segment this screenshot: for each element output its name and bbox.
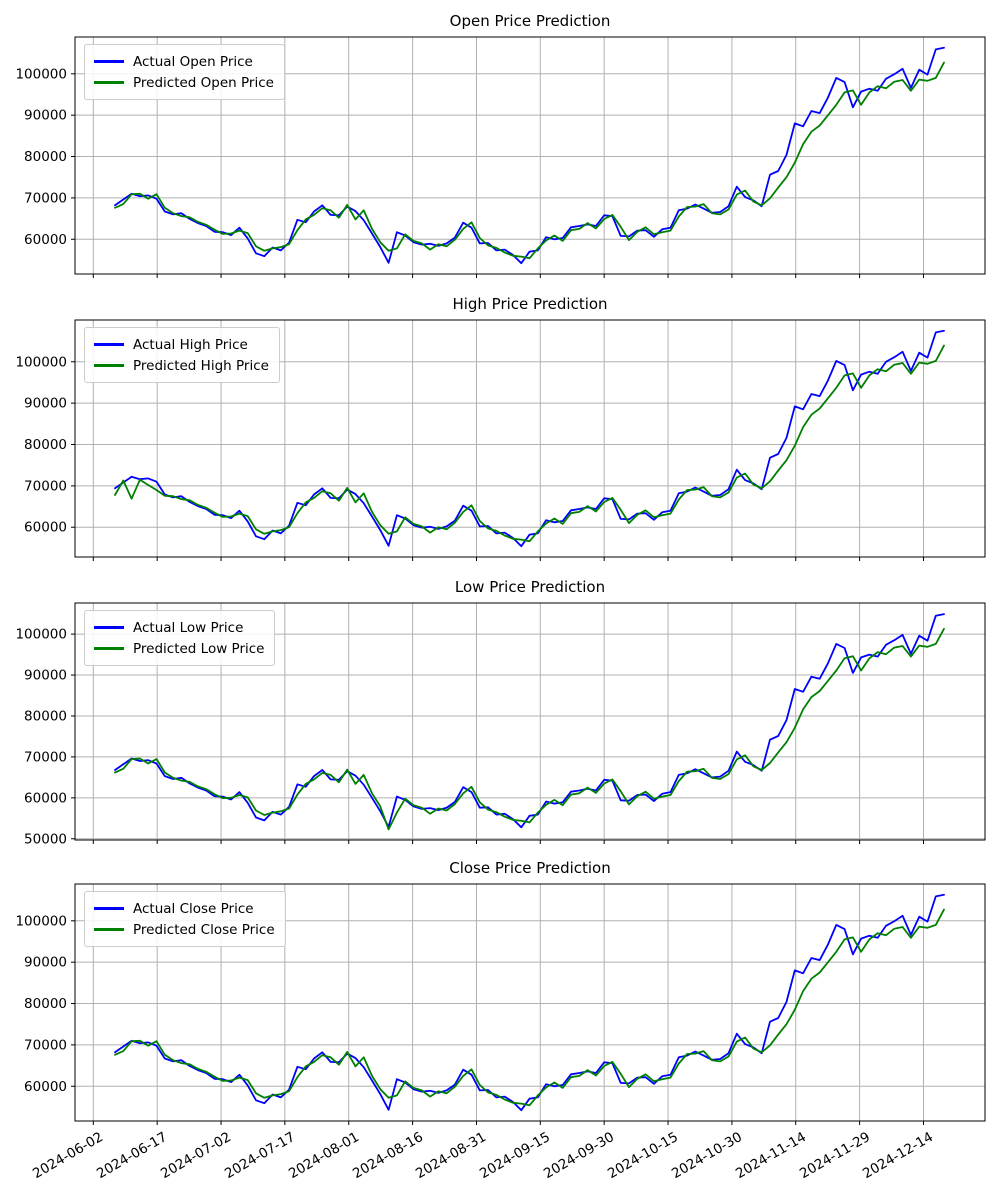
y-tick-label: 90000	[24, 108, 67, 124]
actual-line-swatch	[94, 907, 124, 910]
y-tick-label: 80000	[24, 708, 67, 724]
legend-entry: Actual Close Price	[94, 898, 275, 919]
legend-label: Predicted High Price	[133, 357, 269, 374]
y-tick-label: 60000	[24, 1079, 67, 1095]
y-tick-label: 70000	[24, 749, 67, 765]
legend-high: Actual High Price Predicted High Price	[84, 327, 280, 383]
predicted-line-swatch	[94, 364, 124, 367]
axes-frame	[74, 36, 986, 275]
legend-label: Predicted Open Price	[133, 74, 274, 91]
subplot-1: 60000 70000 80000 90000 100000	[15, 319, 986, 561]
legend-open: Actual Open Price Predicted Open Price	[84, 44, 285, 100]
legend-low: Actual Low Price Predicted Low Price	[84, 610, 276, 666]
y-tick-label: 70000	[24, 1037, 67, 1053]
y-tick-label: 70000	[24, 190, 67, 206]
legend-close: Actual Close Price Predicted Close Price	[84, 891, 286, 947]
y-tick-label: 100000	[15, 627, 67, 643]
y-tick-label: 80000	[24, 996, 67, 1012]
predicted-line-0	[114, 61, 945, 260]
subplot-title-close: Close Price Prediction	[449, 859, 611, 877]
legend-label: Predicted Low Price	[133, 640, 265, 657]
legend-entry: Predicted High Price	[94, 355, 269, 376]
legend-label: Actual Low Price	[133, 619, 244, 636]
y-tick-label: 60000	[24, 790, 67, 806]
axes-frame	[74, 319, 986, 558]
legend-entry: Predicted Open Price	[94, 72, 274, 93]
y-tick-label: 100000	[15, 354, 67, 370]
predicted-line-1	[114, 344, 945, 543]
axes-frame	[74, 602, 986, 841]
predicted-line-3	[114, 908, 945, 1107]
legend-label: Actual Open Price	[133, 53, 253, 70]
y-tick-label: 60000	[24, 520, 67, 536]
predicted-line-2	[114, 627, 945, 831]
subplot-title-low: Low Price Prediction	[454, 578, 606, 596]
legend-entry: Predicted Close Price	[94, 919, 275, 940]
predicted-line-swatch	[94, 81, 124, 84]
subplot-title-open: Open Price Prediction	[449, 12, 611, 30]
actual-line-2	[114, 613, 945, 829]
y-tick-label: 100000	[15, 913, 67, 929]
legend-entry: Actual Open Price	[94, 51, 274, 72]
legend-label: Actual Close Price	[133, 900, 254, 917]
actual-line-1	[114, 329, 945, 548]
legend-label: Actual High Price	[133, 336, 248, 353]
actual-line-swatch	[94, 60, 124, 63]
actual-line-swatch	[94, 343, 124, 346]
predicted-line-swatch	[94, 928, 124, 931]
y-tick-label: 80000	[24, 437, 67, 453]
y-tick-label: 60000	[24, 232, 67, 248]
y-tick-label: 70000	[24, 478, 67, 494]
legend-entry: Actual High Price	[94, 334, 269, 355]
y-tick-label: 90000	[24, 668, 67, 684]
y-tick-label: 50000	[24, 831, 67, 847]
y-tick-label: 90000	[24, 396, 67, 412]
legend-entry: Predicted Low Price	[94, 638, 264, 659]
actual-line-swatch	[94, 626, 124, 629]
y-tick-label: 90000	[24, 955, 67, 971]
predicted-line-swatch	[94, 647, 124, 650]
actual-line-3	[114, 893, 945, 1112]
y-tick-label: 100000	[15, 66, 67, 82]
subplot-title-high: High Price Prediction	[452, 295, 608, 313]
legend-label: Predicted Close Price	[133, 921, 275, 938]
axes-frame	[74, 883, 986, 1122]
y-tick-label: 80000	[24, 149, 67, 165]
actual-line-0	[114, 46, 945, 265]
legend-entry: Actual Low Price	[94, 617, 264, 638]
subplot-3: 60000 70000 80000 90000 100000	[15, 883, 986, 1125]
